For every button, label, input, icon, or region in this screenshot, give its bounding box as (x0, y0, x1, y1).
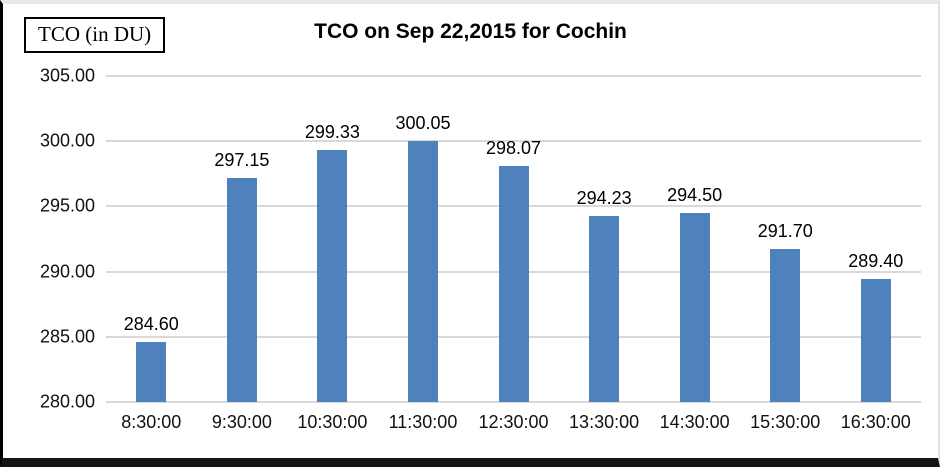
gridline (106, 401, 921, 403)
y-axis-tick-label: 295.00 (39, 195, 95, 216)
y-axis-tick-label: 280.00 (39, 391, 95, 412)
bar-slot: 294.50 (649, 76, 740, 402)
x-axis-tick-label: 14:30:00 (659, 412, 730, 432)
bar-value-label: 289.40 (848, 251, 904, 272)
bar-slot: 284.60 (106, 76, 197, 402)
plot-area: 284.60 297.15 299.33 300.05 298.07 294.23 294.… (106, 75, 921, 403)
bar-value-label: 299.33 (304, 121, 360, 142)
x-axis-tick-label: 12:30:00 (478, 412, 549, 432)
bar-slot: 294.23 (559, 76, 650, 402)
x-axis-tick-label: 10:30:00 (297, 412, 368, 432)
bar-slot: 300.05 (378, 76, 469, 402)
bar-value-label: 300.05 (395, 112, 451, 133)
bar (770, 249, 801, 402)
x-axis-tick-label: 8:30:00 (121, 412, 182, 432)
bar (679, 212, 710, 402)
bar-slot: 289.40 (831, 76, 922, 402)
y-axis-tick-label: 290.00 (39, 261, 95, 282)
x-axis-tick-label: 9:30:00 (211, 412, 272, 432)
x-axis-labels: 8:30:00 9:30:00 10:30:00 11:30:00 12:30:00 13… (106, 412, 921, 433)
bar-value-label: 297.15 (214, 150, 270, 171)
bar (498, 166, 529, 402)
y-axis-tick-label: 285.00 (39, 326, 95, 347)
bars-layer: 284.60 297.15 299.33 300.05 298.07 294.23 294.… (106, 76, 921, 402)
bar-value-label: 294.50 (667, 184, 723, 205)
y-axis-labels: 305.00 300.00 295.00 290.00 285.00 280.00 (3, 66, 95, 412)
bar (317, 149, 348, 402)
bar-value-label: 298.07 (486, 138, 542, 159)
unit-label-box: TCO (in DU) (24, 17, 166, 53)
x-axis-tick-label: 16:30:00 (840, 412, 911, 432)
y-axis-tick-label: 300.00 (39, 130, 95, 151)
gridline (106, 140, 921, 143)
bar (226, 178, 257, 402)
bar-value-label: 294.23 (576, 188, 632, 209)
bar (860, 279, 891, 402)
gridline (106, 75, 921, 77)
bar-slot: 297.15 (197, 76, 288, 402)
x-axis-tick-label: 11:30:00 (388, 412, 458, 432)
bar (589, 216, 620, 402)
y-axis-tick-label: 305.00 (39, 65, 95, 86)
bar-value-label: 284.60 (123, 314, 179, 335)
bar-slot: 298.07 (468, 76, 559, 402)
bar-slot: 291.70 (740, 76, 831, 402)
bar (407, 140, 438, 402)
bar-value-label: 291.70 (757, 221, 813, 242)
chart-title: TCO on Sep 22,2015 for Cochin (314, 20, 627, 43)
x-axis-tick-label: 15:30:00 (750, 412, 821, 432)
x-axis-tick-label: 13:30:00 (569, 412, 640, 432)
bar-slot: 299.33 (287, 76, 378, 402)
bar (136, 342, 167, 402)
